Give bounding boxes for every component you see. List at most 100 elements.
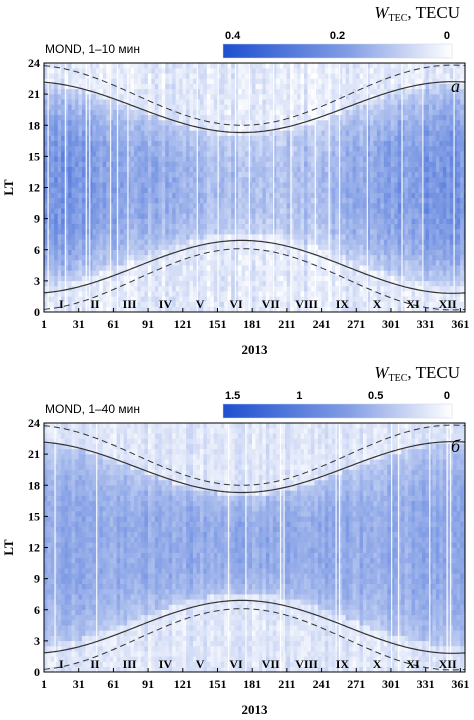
y-tick-label: 9 <box>34 572 40 586</box>
y-axis-title: LT <box>1 539 16 555</box>
y-tick-label: 3 <box>34 274 40 288</box>
colorbar-tick-label: 0 <box>444 30 450 42</box>
x-tick-label: 61 <box>107 677 119 691</box>
x-tick-label: 91 <box>142 677 154 691</box>
y-tick-label: 24 <box>28 416 40 430</box>
month-label: X <box>373 297 382 311</box>
colorbar-tick-label: 0.5 <box>368 390 383 402</box>
sunrise-curve-dashed <box>44 248 465 311</box>
y-tick-label: 12 <box>28 541 40 555</box>
sunset-curve-dashed <box>44 424 465 486</box>
y-axis-title: LT <box>1 179 16 195</box>
y-tick-label: 15 <box>28 149 40 163</box>
colorbar-unit: , TECU <box>407 363 460 382</box>
x-tick-label: 31 <box>73 317 85 331</box>
x-tick-label: 271 <box>347 317 365 331</box>
x-tick-label: 181 <box>243 317 261 331</box>
x-tick-label: 1 <box>41 677 47 691</box>
x-tick-label: 121 <box>174 317 192 331</box>
x-tick-label: 151 <box>208 317 226 331</box>
month-label: III <box>123 657 137 671</box>
panel-letter: б <box>451 436 461 456</box>
y-tick-label: 0 <box>34 305 40 319</box>
colorbar-symbol: W <box>374 363 390 382</box>
x-tick-label: 121 <box>174 677 192 691</box>
x-tick-label: 361 <box>451 677 469 691</box>
heatmap-cells <box>44 63 465 312</box>
sunrise-curve-dashed <box>44 608 465 671</box>
month-label: I <box>59 657 64 671</box>
sunset-curve-dashed <box>44 64 465 126</box>
x-tick-label: 301 <box>382 317 400 331</box>
x-tick-label: 241 <box>313 677 331 691</box>
x-tick-label: 1 <box>41 317 47 331</box>
panel-a: WTEC, TECU 0.4 0.2 0 MOND, 1–10 мин 1 31 61 91 12… <box>1 3 469 357</box>
month-label: III <box>123 297 137 311</box>
month-label: XII <box>439 657 457 671</box>
month-label: V <box>196 297 205 311</box>
x-tick-label: 151 <box>208 677 226 691</box>
month-label: VII <box>262 657 280 671</box>
y-tick-label: 9 <box>34 212 40 226</box>
month-label: IX <box>336 297 350 311</box>
heatmap-chart-b: WTEC, TECU 1.5 1 0.5 0 MOND, 1–40 мин 1 31 61 91 1… <box>1 363 469 717</box>
colorbar-symbol: W <box>374 3 390 22</box>
month-label: VIII <box>295 297 318 311</box>
y-tick-label: 18 <box>28 478 40 492</box>
month-label: VII <box>262 297 280 311</box>
sunset-curve <box>44 81 465 134</box>
colorbar-title: WTEC, TECU <box>374 3 460 24</box>
x-tick-label: 91 <box>142 317 154 331</box>
month-label: I <box>59 297 64 311</box>
colorbar <box>222 403 453 419</box>
y-tick-label: 3 <box>34 634 40 648</box>
y-tick-label: 18 <box>28 118 40 132</box>
month-label: VI <box>229 297 243 311</box>
y-tick-label: 24 <box>28 56 40 70</box>
colorbar-title: WTEC, TECU <box>374 363 460 384</box>
x-tick-label: 31 <box>73 677 85 691</box>
x-tick-label: 181 <box>243 677 261 691</box>
colorbar-tick-label: 0 <box>444 390 450 402</box>
x-tick-label: 211 <box>278 317 295 331</box>
month-label: II <box>90 297 100 311</box>
colorbar-unit: , TECU <box>407 3 460 22</box>
month-label: XI <box>406 657 420 671</box>
heatmap-cells <box>44 423 465 672</box>
month-label: II <box>90 657 100 671</box>
month-label: IV <box>159 297 173 311</box>
month-label: V <box>196 657 205 671</box>
panel-letter: а <box>451 76 460 96</box>
y-tick-label: 6 <box>34 243 40 257</box>
colorbar-tick-label: 1 <box>296 390 302 402</box>
colorbar <box>222 43 453 59</box>
month-label: XI <box>406 297 420 311</box>
x-axis-title: 2013 <box>242 702 269 717</box>
x-tick-label: 271 <box>347 677 365 691</box>
station-label: MOND, 1–10 мин <box>45 42 140 56</box>
y-tick-label: 21 <box>28 87 40 101</box>
colorbar-tick-label: 1.5 <box>225 390 240 402</box>
x-axis-title: 2013 <box>242 342 269 357</box>
colorbar-subscript: TEC <box>389 13 408 24</box>
y-tick-label: 6 <box>34 603 40 617</box>
month-label: IX <box>336 657 350 671</box>
y-tick-label: 21 <box>28 447 40 461</box>
x-tick-label: 61 <box>107 317 119 331</box>
sunrise-curve <box>44 239 465 294</box>
heatmap-chart-a: WTEC, TECU 0.4 0.2 0 MOND, 1–10 мин 1 31 61 91 12… <box>1 3 469 357</box>
x-tick-label: 211 <box>278 677 295 691</box>
y-tick-label: 0 <box>34 665 40 679</box>
y-tick-label: 12 <box>28 181 40 195</box>
colorbar-tick-label: 0.4 <box>225 30 241 42</box>
panel-b: WTEC, TECU 1.5 1 0.5 0 MOND, 1–40 мин 1 31 61 91 1… <box>0 360 474 720</box>
station-label: MOND, 1–40 мин <box>45 402 140 416</box>
x-tick-label: 301 <box>382 677 400 691</box>
month-label: VI <box>229 657 243 671</box>
month-label: VIII <box>295 657 318 671</box>
sunrise-curve <box>44 599 465 654</box>
month-label: IV <box>159 657 173 671</box>
month-label: XII <box>439 297 457 311</box>
sunset-curve <box>44 441 465 494</box>
x-tick-label: 361 <box>451 317 469 331</box>
